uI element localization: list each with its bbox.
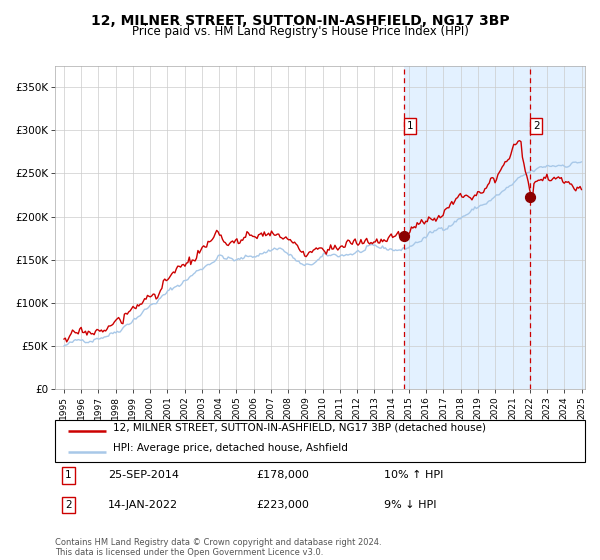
Text: Price paid vs. HM Land Registry's House Price Index (HPI): Price paid vs. HM Land Registry's House … bbox=[131, 25, 469, 38]
Text: 1: 1 bbox=[65, 470, 72, 480]
Text: £223,000: £223,000 bbox=[257, 500, 310, 510]
Text: 10% ↑ HPI: 10% ↑ HPI bbox=[383, 470, 443, 480]
Text: 9% ↓ HPI: 9% ↓ HPI bbox=[383, 500, 436, 510]
Point bbox=[400, 231, 409, 240]
Bar bbox=[404, 66, 590, 389]
Point bbox=[526, 192, 535, 201]
Text: 1: 1 bbox=[407, 121, 413, 131]
Text: 12, MILNER STREET, SUTTON-IN-ASHFIELD, NG17 3BP: 12, MILNER STREET, SUTTON-IN-ASHFIELD, N… bbox=[91, 14, 509, 28]
Text: £178,000: £178,000 bbox=[257, 470, 310, 480]
Text: 12, MILNER STREET, SUTTON-IN-ASHFIELD, NG17 3BP (detached house): 12, MILNER STREET, SUTTON-IN-ASHFIELD, N… bbox=[113, 423, 487, 432]
Text: 14-JAN-2022: 14-JAN-2022 bbox=[108, 500, 178, 510]
Text: 25-SEP-2014: 25-SEP-2014 bbox=[108, 470, 179, 480]
Text: HPI: Average price, detached house, Ashfield: HPI: Average price, detached house, Ashf… bbox=[113, 443, 349, 452]
Text: 2: 2 bbox=[65, 500, 72, 510]
Text: Contains HM Land Registry data © Crown copyright and database right 2024.
This d: Contains HM Land Registry data © Crown c… bbox=[55, 538, 382, 557]
Text: 2: 2 bbox=[533, 121, 539, 131]
